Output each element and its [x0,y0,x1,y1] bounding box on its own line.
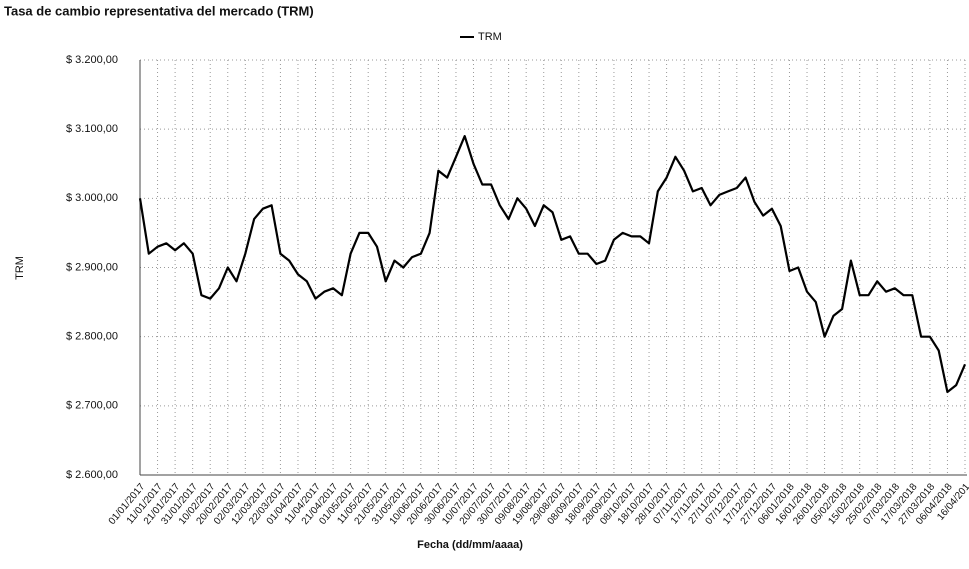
y-axis-label: TRM [14,256,26,280]
chart-title: Tasa de cambio representativa del mercad… [4,3,314,18]
y-tick-label: $ 2.700,00 [66,400,118,412]
data-line [138,135,967,394]
y-tick-label: $ 3.200,00 [66,54,118,66]
x-axis-label: Fecha (dd/mm/aaaa) [417,539,523,551]
y-tick-label: $ 2.600,00 [66,469,118,481]
y-tick-label: $ 3.100,00 [66,123,118,135]
legend-label: TRM [478,31,502,43]
y-tick-label: $ 2.900,00 [66,261,118,273]
y-tick-label: $ 3.000,00 [66,192,118,204]
y-tick-label: $ 2.800,00 [66,331,118,343]
